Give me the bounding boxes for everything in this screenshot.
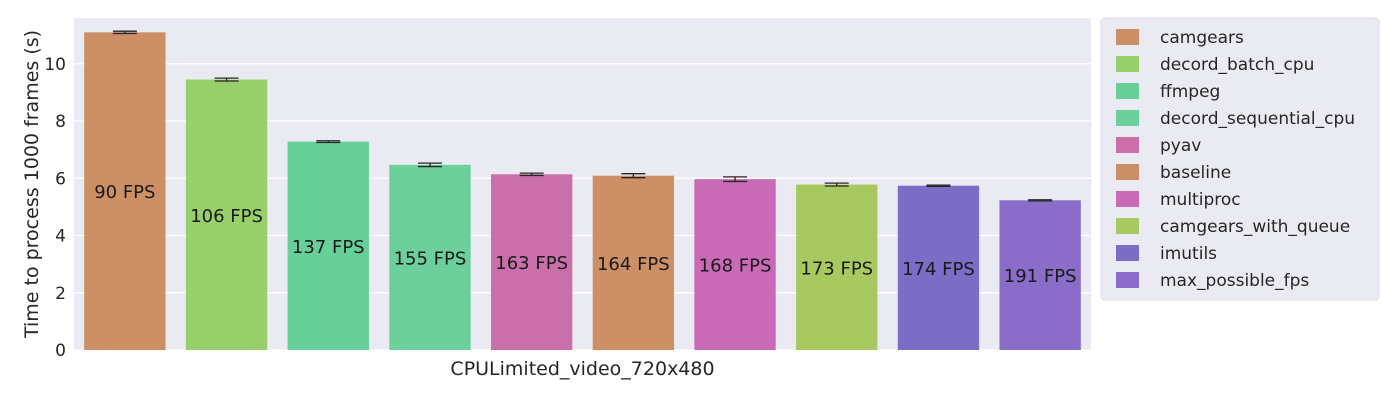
bar (897, 185, 980, 350)
bar-group: 106 FPS (185, 77, 268, 350)
legend-label: imutils (1160, 244, 1217, 264)
bar-group: 168 FPS (694, 176, 776, 350)
bar (490, 174, 573, 350)
legend-swatch (1116, 164, 1139, 180)
y-tick-label: 6 (55, 169, 66, 189)
bar-data-label: 174 FPS (902, 259, 975, 280)
legend-label: camgears_with_queue (1160, 217, 1350, 237)
bars: 90 FPS 106 FPS 137 FPS 155 FPS 163 FPS 164 FP… (84, 30, 1081, 351)
legend-entry: decord_batch_cpu (1116, 55, 1314, 75)
bar-data-label: 106 FPS (190, 206, 263, 227)
legend-swatch (1116, 245, 1139, 261)
bar-group: 163 FPS (490, 172, 573, 350)
legend-label: decord_batch_cpu (1160, 55, 1314, 75)
bar (287, 141, 369, 350)
bar-group: 174 FPS (897, 184, 980, 350)
legend-label: max_possible_fps (1160, 271, 1309, 291)
y-tick-label: 10 (44, 55, 66, 75)
legend-swatch (1116, 110, 1139, 126)
legend-entry: ffmpeg (1116, 82, 1220, 102)
legend-swatch (1116, 83, 1139, 99)
bar-group: 155 FPS (389, 162, 471, 350)
legend-entry: decord_sequential_cpu (1116, 109, 1355, 129)
legend-swatch (1116, 191, 1139, 207)
y-tick-label: 4 (55, 227, 66, 247)
y-axis-label: Time to process 1000 frames (s) (21, 30, 43, 339)
legend-swatch (1116, 272, 1139, 288)
legend-swatch (1116, 218, 1139, 234)
y-axis-ticks: 0 2 4 6 8 10 (44, 55, 66, 361)
legend-box (1100, 17, 1380, 301)
legend-swatch (1116, 29, 1139, 45)
legend-label: ffmpeg (1160, 82, 1220, 102)
bar-data-label: 191 FPS (1004, 266, 1077, 287)
legend-label: camgears (1160, 28, 1244, 48)
y-tick-label: 2 (55, 284, 66, 304)
legend-entry: pyav (1116, 136, 1201, 156)
bar (185, 79, 268, 350)
legend-entry: imutils (1116, 244, 1217, 264)
bar-group: 164 FPS (592, 173, 675, 350)
bar-group: 191 FPS (999, 199, 1081, 350)
legend-label: baseline (1160, 163, 1231, 183)
legend-label: decord_sequential_cpu (1160, 109, 1355, 129)
bar-data-label: 137 FPS (292, 237, 365, 258)
legend-entry: camgears_with_queue (1116, 217, 1350, 237)
legend-entry: multiproc (1116, 190, 1241, 210)
legend-swatch (1116, 137, 1139, 153)
y-tick-label: 8 (55, 112, 66, 132)
legend-label: multiproc (1160, 190, 1241, 210)
legend-entry: camgears (1116, 28, 1244, 48)
bar-group: 90 FPS (84, 30, 166, 351)
bar-data-label: 163 FPS (495, 253, 568, 274)
bar-data-label: 168 FPS (699, 256, 772, 277)
bar (796, 184, 878, 350)
legend-swatch (1116, 56, 1139, 72)
bar-data-label: 173 FPS (800, 258, 873, 279)
bar (84, 32, 166, 351)
legend-entry: baseline (1116, 163, 1231, 183)
bar (592, 175, 675, 350)
bar-data-label: 164 FPS (597, 254, 670, 275)
bar (389, 164, 471, 350)
y-tick-label: 0 (55, 341, 66, 361)
legend-entry: max_possible_fps (1116, 271, 1309, 291)
bar-data-label: 90 FPS (94, 182, 155, 203)
bar (999, 200, 1081, 350)
legend-label: pyav (1160, 136, 1201, 156)
x-axis-label: CPULimited_video_720x480 (450, 358, 714, 380)
bar-group: 173 FPS (796, 182, 878, 350)
bar-data-label: 155 FPS (394, 248, 467, 269)
bar-group: 137 FPS (287, 140, 369, 350)
bar (694, 179, 776, 350)
